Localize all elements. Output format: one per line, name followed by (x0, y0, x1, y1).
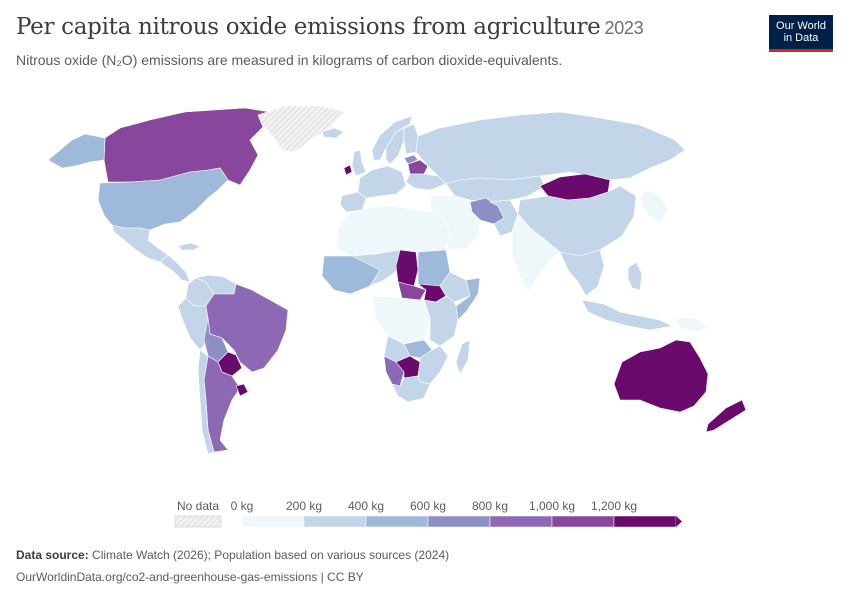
country-iberia[interactable]: Iberia (339, 191, 367, 213)
country-lithuania[interactable]: Lithuania (403, 154, 419, 165)
country-somalia[interactable]: Somalia (455, 277, 481, 321)
title-year: 2023 (604, 18, 644, 38)
country-australia[interactable]: Australia (613, 339, 709, 413)
legend-tick-labels: 0 kg 200 kg 400 kg 600 kg 800 kg 1,000 kg 1,20… (231, 499, 637, 513)
country-central-america[interactable]: Central America (159, 254, 191, 283)
legend-tick-label: 800 kg (472, 499, 508, 513)
legend-tick-label: 400 kg (348, 499, 384, 513)
country-mexico[interactable]: Mexico (111, 224, 169, 263)
country-new-zealand[interactable]: New Zealand (705, 399, 747, 433)
legend-tick-label: 0 kg (231, 499, 254, 513)
legend-no-data-label: No data (177, 499, 219, 513)
country-chad[interactable]: Chad (395, 249, 419, 287)
country-india[interactable]: India (511, 213, 561, 293)
legend-arrow (676, 516, 682, 527)
footer-url[interactable]: OurWorldinData.org/co2-and-greenhouse-ga… (16, 570, 364, 584)
owid-logo[interactable]: Our World in Data (769, 15, 833, 52)
country-papua-new-guinea[interactable]: Papua New Guinea (675, 317, 709, 333)
country-sweden[interactable]: Sweden (385, 127, 405, 165)
source-label: Data source: (16, 548, 89, 562)
chart-title: Per capita nitrous oxide emissions from … (16, 14, 644, 40)
country-indonesia[interactable]: Indonesia (581, 299, 673, 331)
legend-tick-label: 1,200 kg (591, 499, 637, 513)
country-southeast-asia[interactable]: Southeast Asia (559, 249, 605, 297)
logo-line-1: Our World (776, 20, 826, 32)
country-japan-and-korea[interactable]: Japan and Korea (639, 189, 669, 223)
country-cuba[interactable]: Cuba (177, 242, 201, 251)
logo-line-2: in Data (783, 32, 819, 44)
country-congo-basin[interactable]: Congo Basin (371, 295, 431, 345)
legend-bin-4[interactable] (489, 515, 553, 528)
country-mali-and-niger[interactable]: Mali and Niger (350, 249, 401, 287)
map-legend: No data 0 kg 200 kg 400 kg 600 kg 800 kg 1,00… (174, 499, 682, 528)
country-south-africa[interactable]: South Africa (391, 375, 431, 403)
country-chile[interactable]: Chile (197, 349, 215, 455)
legend-no-data-swatch (174, 515, 222, 528)
legend-tick-label: 200 kg (286, 499, 322, 513)
source-text: Climate Watch (2026); Population based o… (92, 548, 450, 562)
legend-bin-0[interactable] (241, 515, 305, 528)
legend-bin-5[interactable] (551, 515, 615, 528)
country-finland[interactable]: Finland (403, 123, 419, 155)
legend-tick-label: 1,000 kg (529, 499, 575, 513)
country-madagascar[interactable]: Madagascar (455, 339, 471, 375)
map-countries: Canada Alaska (United States) United Sta… (47, 105, 747, 455)
legend-tick-label: 600 kg (410, 499, 446, 513)
country-iceland[interactable]: Iceland (321, 127, 345, 139)
country-kazakhstan[interactable]: Kazakhstan (445, 175, 546, 203)
country-uruguay[interactable]: Uruguay (235, 383, 249, 397)
legend-bin-2[interactable] (365, 515, 429, 528)
country-north-africa[interactable]: North Africa (335, 205, 451, 257)
world-map[interactable]: Canada Alaska (United States) United Sta… (0, 80, 850, 480)
country-alaska-united-states[interactable]: Alaska (United States) (47, 133, 106, 169)
country-united-kingdom[interactable]: United Kingdom (351, 149, 367, 177)
country-peru[interactable]: Peru (177, 297, 211, 351)
legend-bin-3[interactable] (427, 515, 491, 528)
country-ireland[interactable]: Ireland (343, 164, 353, 176)
country-east-africa[interactable]: East Africa (423, 295, 459, 347)
country-zimbabwe-and-mozambique[interactable]: Zimbabwe and Mozambique (417, 345, 449, 385)
chart-subtitle: Nitrous oxide (N₂O) emissions are measur… (16, 52, 563, 68)
country-belarus[interactable]: Belarus (407, 159, 429, 175)
country-afghanistan-and-pakistan[interactable]: Afghanistan and Pakistan (488, 199, 519, 237)
country-greenland[interactable]: Greenland (257, 105, 346, 153)
country-russia[interactable]: Russia (415, 111, 686, 185)
country-central-african-republic[interactable]: Central African Republic (397, 281, 427, 301)
footer-source: Data source: Climate Watch (2026); Popul… (16, 548, 449, 562)
country-philippines[interactable]: Philippines (627, 261, 643, 291)
legend-color-bins (241, 515, 682, 528)
country-ukraine[interactable]: Ukraine (405, 173, 447, 191)
title-text: Per capita nitrous oxide emissions from … (16, 14, 601, 40)
legend-bin-6[interactable] (613, 515, 677, 528)
legend-bin-1[interactable] (303, 515, 367, 528)
